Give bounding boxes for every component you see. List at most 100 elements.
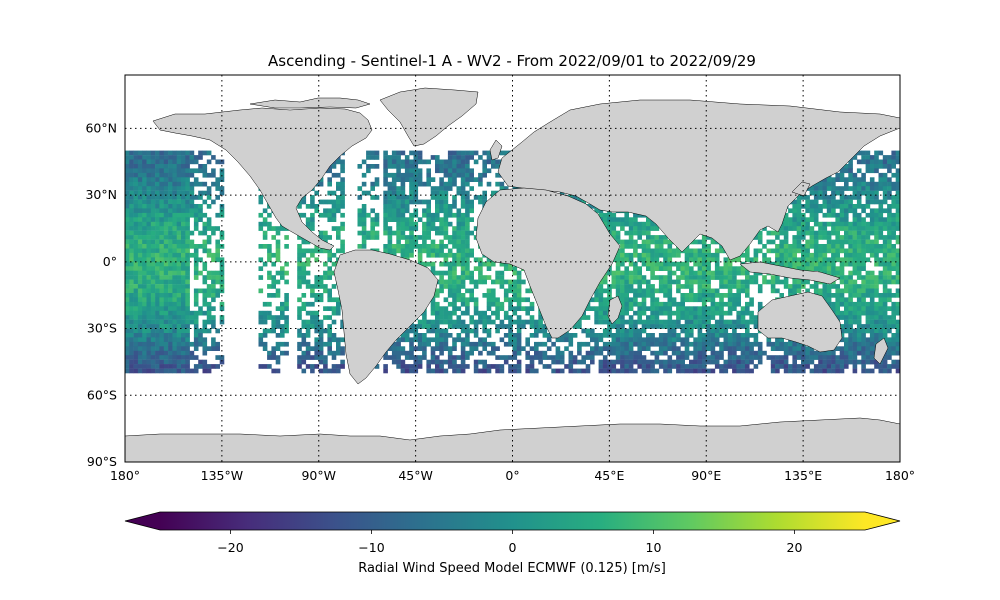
swath-cell <box>861 177 866 182</box>
swath-cell <box>396 195 401 200</box>
swath-cell <box>168 319 173 325</box>
swath-cell <box>852 252 858 258</box>
swath-cell <box>125 221 130 227</box>
swath-cell <box>482 150 487 156</box>
swath-cell <box>172 164 177 169</box>
swath-cell <box>452 288 457 294</box>
swath-cell <box>826 248 832 254</box>
swath-cell <box>469 208 474 214</box>
swath-cell <box>323 288 328 294</box>
swath-cell <box>736 319 741 325</box>
swath-cell <box>831 284 836 289</box>
swath-cell <box>637 230 642 236</box>
swath-cell <box>887 195 892 200</box>
swath-cell <box>327 293 332 298</box>
swath-cell <box>861 324 866 329</box>
swath-cell <box>465 172 470 178</box>
swath-cell <box>529 306 535 311</box>
swath-cell <box>163 306 169 311</box>
swath-cell <box>861 230 866 236</box>
swath-cell <box>284 297 289 303</box>
swath-cell <box>284 306 289 311</box>
swath-cell <box>150 221 156 227</box>
swath-cell <box>297 328 302 334</box>
swath-cell <box>813 204 819 209</box>
swath-cell <box>796 217 802 222</box>
swath-cell <box>878 275 884 280</box>
swath-cell <box>637 279 642 285</box>
swath-cell <box>137 328 143 334</box>
swath-cell <box>202 301 208 307</box>
swath-cell <box>663 306 668 311</box>
swath-cell <box>835 244 840 249</box>
swath-cell <box>404 226 410 231</box>
swath-cell <box>185 177 190 182</box>
swath-cell <box>258 199 264 205</box>
swath-cell <box>727 333 733 338</box>
swath-cell <box>792 226 797 231</box>
swath-cell <box>822 181 828 187</box>
swath-cell <box>447 212 453 218</box>
swath-cell <box>869 315 875 320</box>
swath-cell <box>878 301 884 307</box>
swath-cell <box>439 248 444 254</box>
swath-cell <box>602 306 608 311</box>
swath-cell <box>818 195 823 200</box>
swath-cell <box>452 177 457 182</box>
swath-cell <box>516 293 522 298</box>
swath-cell <box>628 306 634 311</box>
swath-cell <box>426 261 431 267</box>
swath-cell <box>262 261 268 267</box>
swath-cell <box>340 177 345 182</box>
swath-cell <box>396 235 401 240</box>
swath-cell <box>822 204 828 209</box>
swath-cell <box>835 217 840 222</box>
swath-cell <box>258 244 264 249</box>
swath-cell <box>839 310 845 316</box>
swath-cell <box>482 315 487 320</box>
swath-cell <box>469 168 474 174</box>
swath-cell <box>146 270 152 276</box>
swath-cell <box>155 217 160 222</box>
swath-cell <box>646 226 651 231</box>
swath-cell <box>409 172 414 178</box>
swath-cell <box>422 226 427 231</box>
swath-cell <box>844 324 849 329</box>
swath-cell <box>792 204 797 209</box>
swath-cell <box>710 301 716 307</box>
swath-cell <box>499 284 505 289</box>
swath-cell <box>125 204 130 209</box>
swath-cell <box>271 293 276 298</box>
swath-cell <box>852 204 858 209</box>
swath-cell <box>882 270 888 276</box>
swath-cell <box>314 190 319 196</box>
swath-cell <box>641 319 647 325</box>
swath-cell <box>336 306 341 311</box>
swath-cell <box>478 155 483 160</box>
swath-cell <box>137 150 143 156</box>
swath-cell <box>206 284 212 289</box>
swath-cell <box>508 306 513 311</box>
swath-cell <box>891 310 896 316</box>
swath-cell <box>783 252 789 258</box>
swath-cell <box>826 297 832 303</box>
swath-cell <box>706 319 711 325</box>
swath-cell <box>658 301 664 307</box>
swath-cell <box>757 284 763 289</box>
swath-cell <box>172 235 177 240</box>
swath-cell <box>465 239 470 245</box>
swath-cell <box>387 208 393 214</box>
swath-cell <box>719 284 724 289</box>
swath-cell <box>155 190 160 196</box>
swath-cell <box>813 217 819 222</box>
swath-cell <box>861 186 866 191</box>
swath-cell <box>869 328 875 334</box>
swath-cell <box>176 212 182 218</box>
swath-cell <box>602 217 608 222</box>
swath-cell <box>314 315 319 320</box>
swath-cell <box>831 257 836 263</box>
swath-cell <box>142 204 147 209</box>
swath-cell <box>271 226 276 231</box>
swath-cell <box>146 248 152 254</box>
swath-cell <box>512 293 518 298</box>
